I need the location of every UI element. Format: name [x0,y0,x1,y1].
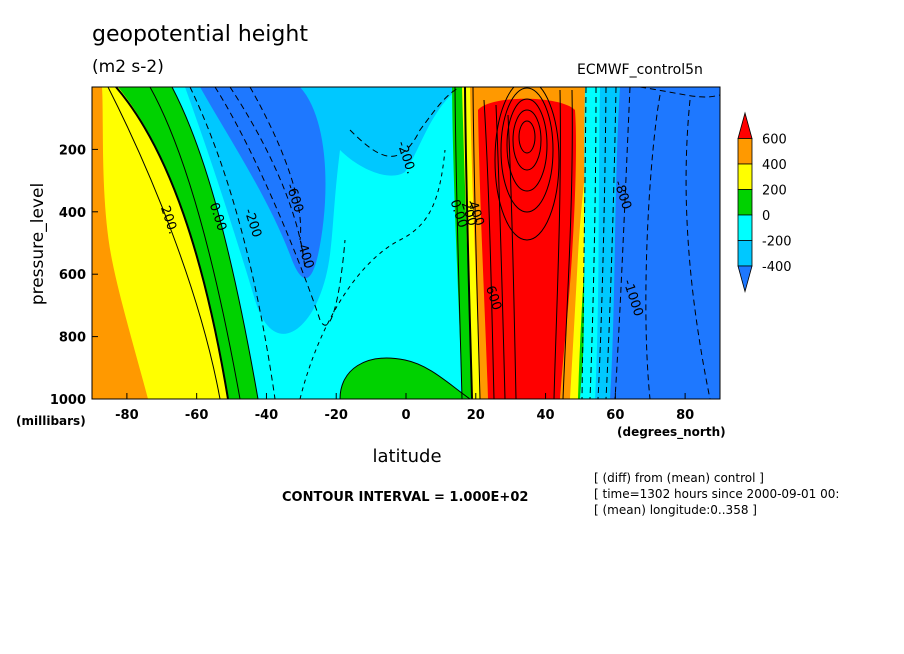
colorbar-segment [737,111,753,139]
colorbar-segment [737,189,753,216]
x-tick-label: -80 [115,408,139,423]
colorbar-label: 400 [762,158,787,173]
colorbar-label: 200 [762,184,787,199]
colorbar-segment [737,163,753,190]
y-tick-label: 400 [59,206,86,221]
y-tick-label: 600 [59,268,86,283]
y-axis: 200 400 600 800 1000 [50,143,98,408]
contour-interval: CONTOUR INTERVAL = 1.000E+02 [282,490,529,505]
contour-label: 600 [482,284,504,312]
colorbar-segment [737,240,753,267]
x-tick-label: 0 [401,408,410,423]
y-tick-label: 200 [59,143,86,158]
colorbar-segment [737,265,753,294]
x-axis-unit: (degrees_north) [617,425,726,439]
band-green-equator [340,358,470,399]
chart-units: (m2 s-2) [92,57,164,77]
x-axis: -80 -60 -40 -20 0 20 40 60 80 [115,393,694,423]
band-orange-south [92,87,148,399]
x-tick-label: 20 [467,408,485,423]
info-line-time: [ time=1302 hours since 2000-09-01 00: [594,487,840,501]
info-line-longitude: [ (mean) longitude:0..358 ] [594,503,757,517]
info-line-diff: [ (diff) from (mean) control ] [594,471,764,485]
y-tick-label: 800 [59,331,86,346]
y-axis-unit: (millibars) [16,414,86,428]
colorbar: 600 400 200 0 -200 -400 [737,111,792,294]
band-blue-north [610,87,720,399]
contour-label: 200 [458,200,480,228]
x-tick-label: 60 [606,408,624,423]
colorbar-label: 0 [762,209,770,224]
dataset-label: ECMWF_control5n [577,62,703,78]
band-blue-vortex [200,87,326,279]
colorbar-label: -200 [762,235,792,250]
chart-title: geopotential height [92,22,308,47]
colorbar-segment [737,214,753,241]
x-tick-label: 40 [537,408,555,423]
colorbar-label: 600 [762,133,787,148]
x-tick-label: -40 [255,408,279,423]
y-tick-label: 1000 [50,393,86,408]
x-tick-label: -60 [185,408,209,423]
colorbar-label: -400 [762,260,792,275]
x-tick-label: 80 [676,408,694,423]
contour-label: 400 [465,200,487,228]
x-axis-label: latitude [372,446,442,467]
x-tick-label: -20 [324,408,348,423]
colorbar-segment [737,138,753,165]
contour-lines [107,87,720,399]
